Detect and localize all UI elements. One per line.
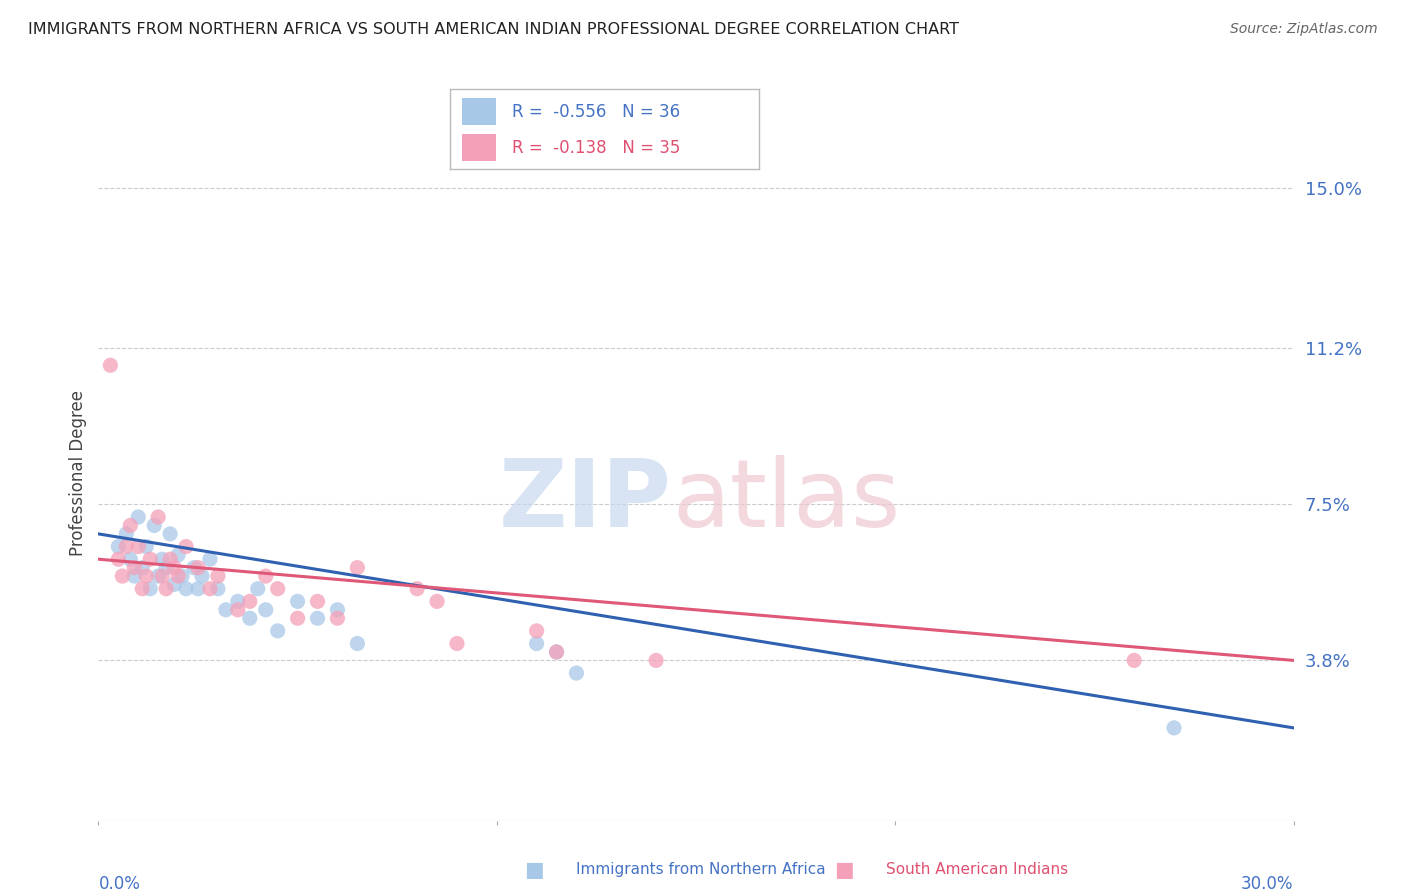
Point (131, 560, 153, 574)
Text: South American Indians: South American Indians (886, 863, 1069, 877)
Point (159, 552, 181, 566)
Point (446, 636, 468, 650)
Point (143, 518, 166, 533)
Point (139, 552, 162, 566)
Point (155, 560, 177, 574)
Point (115, 527, 138, 541)
Text: Immigrants from Northern Africa: Immigrants from Northern Africa (576, 863, 827, 877)
Point (346, 560, 368, 574)
Point (183, 560, 205, 574)
Point (187, 582, 209, 596)
Text: Source: ZipAtlas.com: Source: ZipAtlas.com (1230, 22, 1378, 37)
Point (131, 582, 153, 596)
Point (207, 582, 229, 596)
Point (120, 518, 142, 533)
Point (546, 645, 568, 659)
Point (148, 569, 170, 583)
Point (406, 582, 429, 596)
Text: 30.0%: 30.0% (1241, 875, 1294, 892)
Point (198, 552, 221, 566)
Point (207, 569, 229, 583)
Point (226, 603, 249, 617)
Point (198, 582, 221, 596)
Point (163, 577, 186, 591)
Point (127, 540, 149, 554)
Point (150, 552, 173, 566)
Point (111, 569, 134, 583)
Point (326, 611, 349, 625)
Point (346, 636, 368, 650)
Point (107, 540, 129, 554)
Point (167, 569, 190, 583)
Text: 0.0%: 0.0% (98, 875, 141, 892)
Point (215, 603, 238, 617)
Point (326, 603, 349, 617)
Point (239, 611, 262, 625)
Text: R =  -0.138   N = 35: R = -0.138 N = 35 (512, 139, 681, 157)
Point (526, 624, 548, 638)
Point (139, 582, 162, 596)
Point (124, 569, 146, 583)
Point (307, 611, 329, 625)
Point (1163, 721, 1185, 735)
Point (148, 510, 170, 524)
Point (124, 560, 146, 574)
Text: atlas: atlas (672, 455, 900, 547)
Point (426, 594, 449, 608)
Text: R =  -0.556   N = 36: R = -0.556 N = 36 (512, 103, 681, 120)
Point (254, 569, 277, 583)
Point (191, 569, 214, 583)
Point (287, 594, 309, 608)
Point (267, 582, 290, 596)
Point (172, 569, 194, 583)
Point (107, 552, 129, 566)
Point (267, 624, 290, 638)
Point (174, 582, 197, 596)
Point (155, 582, 177, 596)
Point (159, 527, 181, 541)
Point (135, 540, 157, 554)
Text: ZIP: ZIP (499, 455, 672, 547)
Point (254, 603, 277, 617)
Text: IMMIGRANTS FROM NORTHERN AFRICA VS SOUTH AMERICAN INDIAN PROFESSIONAL DEGREE COR: IMMIGRANTS FROM NORTHERN AFRICA VS SOUTH… (28, 22, 959, 37)
Point (546, 645, 568, 659)
Point (174, 540, 197, 554)
FancyBboxPatch shape (463, 134, 496, 161)
Point (307, 594, 329, 608)
Point (226, 594, 249, 608)
Text: ■: ■ (524, 860, 544, 880)
Point (135, 569, 157, 583)
Point (246, 582, 269, 596)
Point (120, 552, 142, 566)
Point (287, 611, 309, 625)
Point (115, 540, 138, 554)
Point (150, 569, 173, 583)
Point (163, 560, 186, 574)
Point (1123, 653, 1146, 667)
Y-axis label: Professional Degree: Professional Degree (69, 390, 87, 556)
Point (187, 560, 209, 574)
Point (98, 358, 122, 372)
Point (127, 510, 149, 524)
Point (565, 666, 588, 681)
Point (239, 594, 262, 608)
Point (526, 636, 548, 650)
Point (645, 653, 668, 667)
Point (167, 548, 190, 562)
Text: ■: ■ (834, 860, 853, 880)
FancyBboxPatch shape (463, 98, 496, 125)
